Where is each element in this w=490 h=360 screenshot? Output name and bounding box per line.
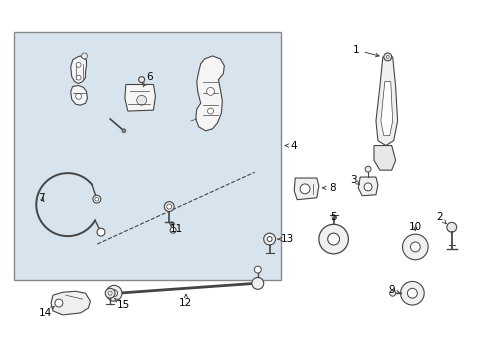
Circle shape	[105, 288, 115, 298]
Circle shape	[106, 285, 122, 301]
Text: 6: 6	[143, 72, 153, 87]
Circle shape	[252, 278, 264, 289]
Polygon shape	[358, 177, 378, 196]
Circle shape	[108, 291, 112, 295]
Text: 13: 13	[278, 234, 294, 244]
Circle shape	[328, 233, 340, 245]
Circle shape	[447, 222, 457, 232]
FancyBboxPatch shape	[14, 32, 281, 280]
Polygon shape	[71, 56, 86, 84]
Circle shape	[164, 202, 174, 212]
Circle shape	[55, 299, 63, 307]
Text: 1: 1	[353, 45, 379, 57]
Circle shape	[400, 282, 424, 305]
Text: 5: 5	[330, 212, 337, 222]
Circle shape	[95, 197, 99, 201]
Circle shape	[170, 227, 176, 233]
Polygon shape	[125, 85, 155, 111]
Polygon shape	[376, 57, 397, 145]
Circle shape	[97, 228, 105, 236]
Circle shape	[386, 55, 389, 58]
Text: 14: 14	[39, 306, 54, 318]
Circle shape	[364, 183, 372, 191]
Text: 15: 15	[115, 298, 130, 310]
Circle shape	[319, 224, 348, 254]
Circle shape	[384, 53, 392, 61]
Text: 12: 12	[179, 294, 193, 308]
Polygon shape	[381, 82, 392, 136]
Text: 11: 11	[170, 221, 183, 234]
Circle shape	[76, 75, 81, 80]
Polygon shape	[71, 85, 88, 105]
Polygon shape	[374, 145, 395, 170]
Circle shape	[81, 53, 88, 59]
Circle shape	[390, 290, 395, 296]
Circle shape	[411, 242, 420, 252]
Circle shape	[267, 237, 272, 242]
Circle shape	[264, 233, 275, 245]
Text: 8: 8	[323, 183, 336, 193]
Circle shape	[300, 184, 310, 194]
Text: 4: 4	[285, 140, 297, 150]
Circle shape	[365, 166, 371, 172]
Polygon shape	[51, 291, 91, 315]
Circle shape	[254, 266, 261, 273]
Circle shape	[122, 129, 126, 133]
Circle shape	[408, 288, 417, 298]
Circle shape	[208, 108, 214, 114]
Text: 10: 10	[409, 222, 422, 232]
Circle shape	[137, 95, 147, 105]
Polygon shape	[294, 178, 319, 200]
Text: 3: 3	[350, 175, 360, 185]
Text: 9: 9	[389, 285, 400, 295]
Circle shape	[75, 93, 81, 99]
Circle shape	[167, 204, 172, 209]
Circle shape	[207, 87, 215, 95]
Text: 7: 7	[38, 193, 45, 203]
Circle shape	[111, 290, 118, 297]
Circle shape	[76, 62, 81, 67]
Polygon shape	[196, 56, 224, 131]
Circle shape	[139, 77, 145, 82]
Text: 2: 2	[437, 212, 446, 224]
Circle shape	[402, 234, 428, 260]
Circle shape	[93, 195, 101, 203]
